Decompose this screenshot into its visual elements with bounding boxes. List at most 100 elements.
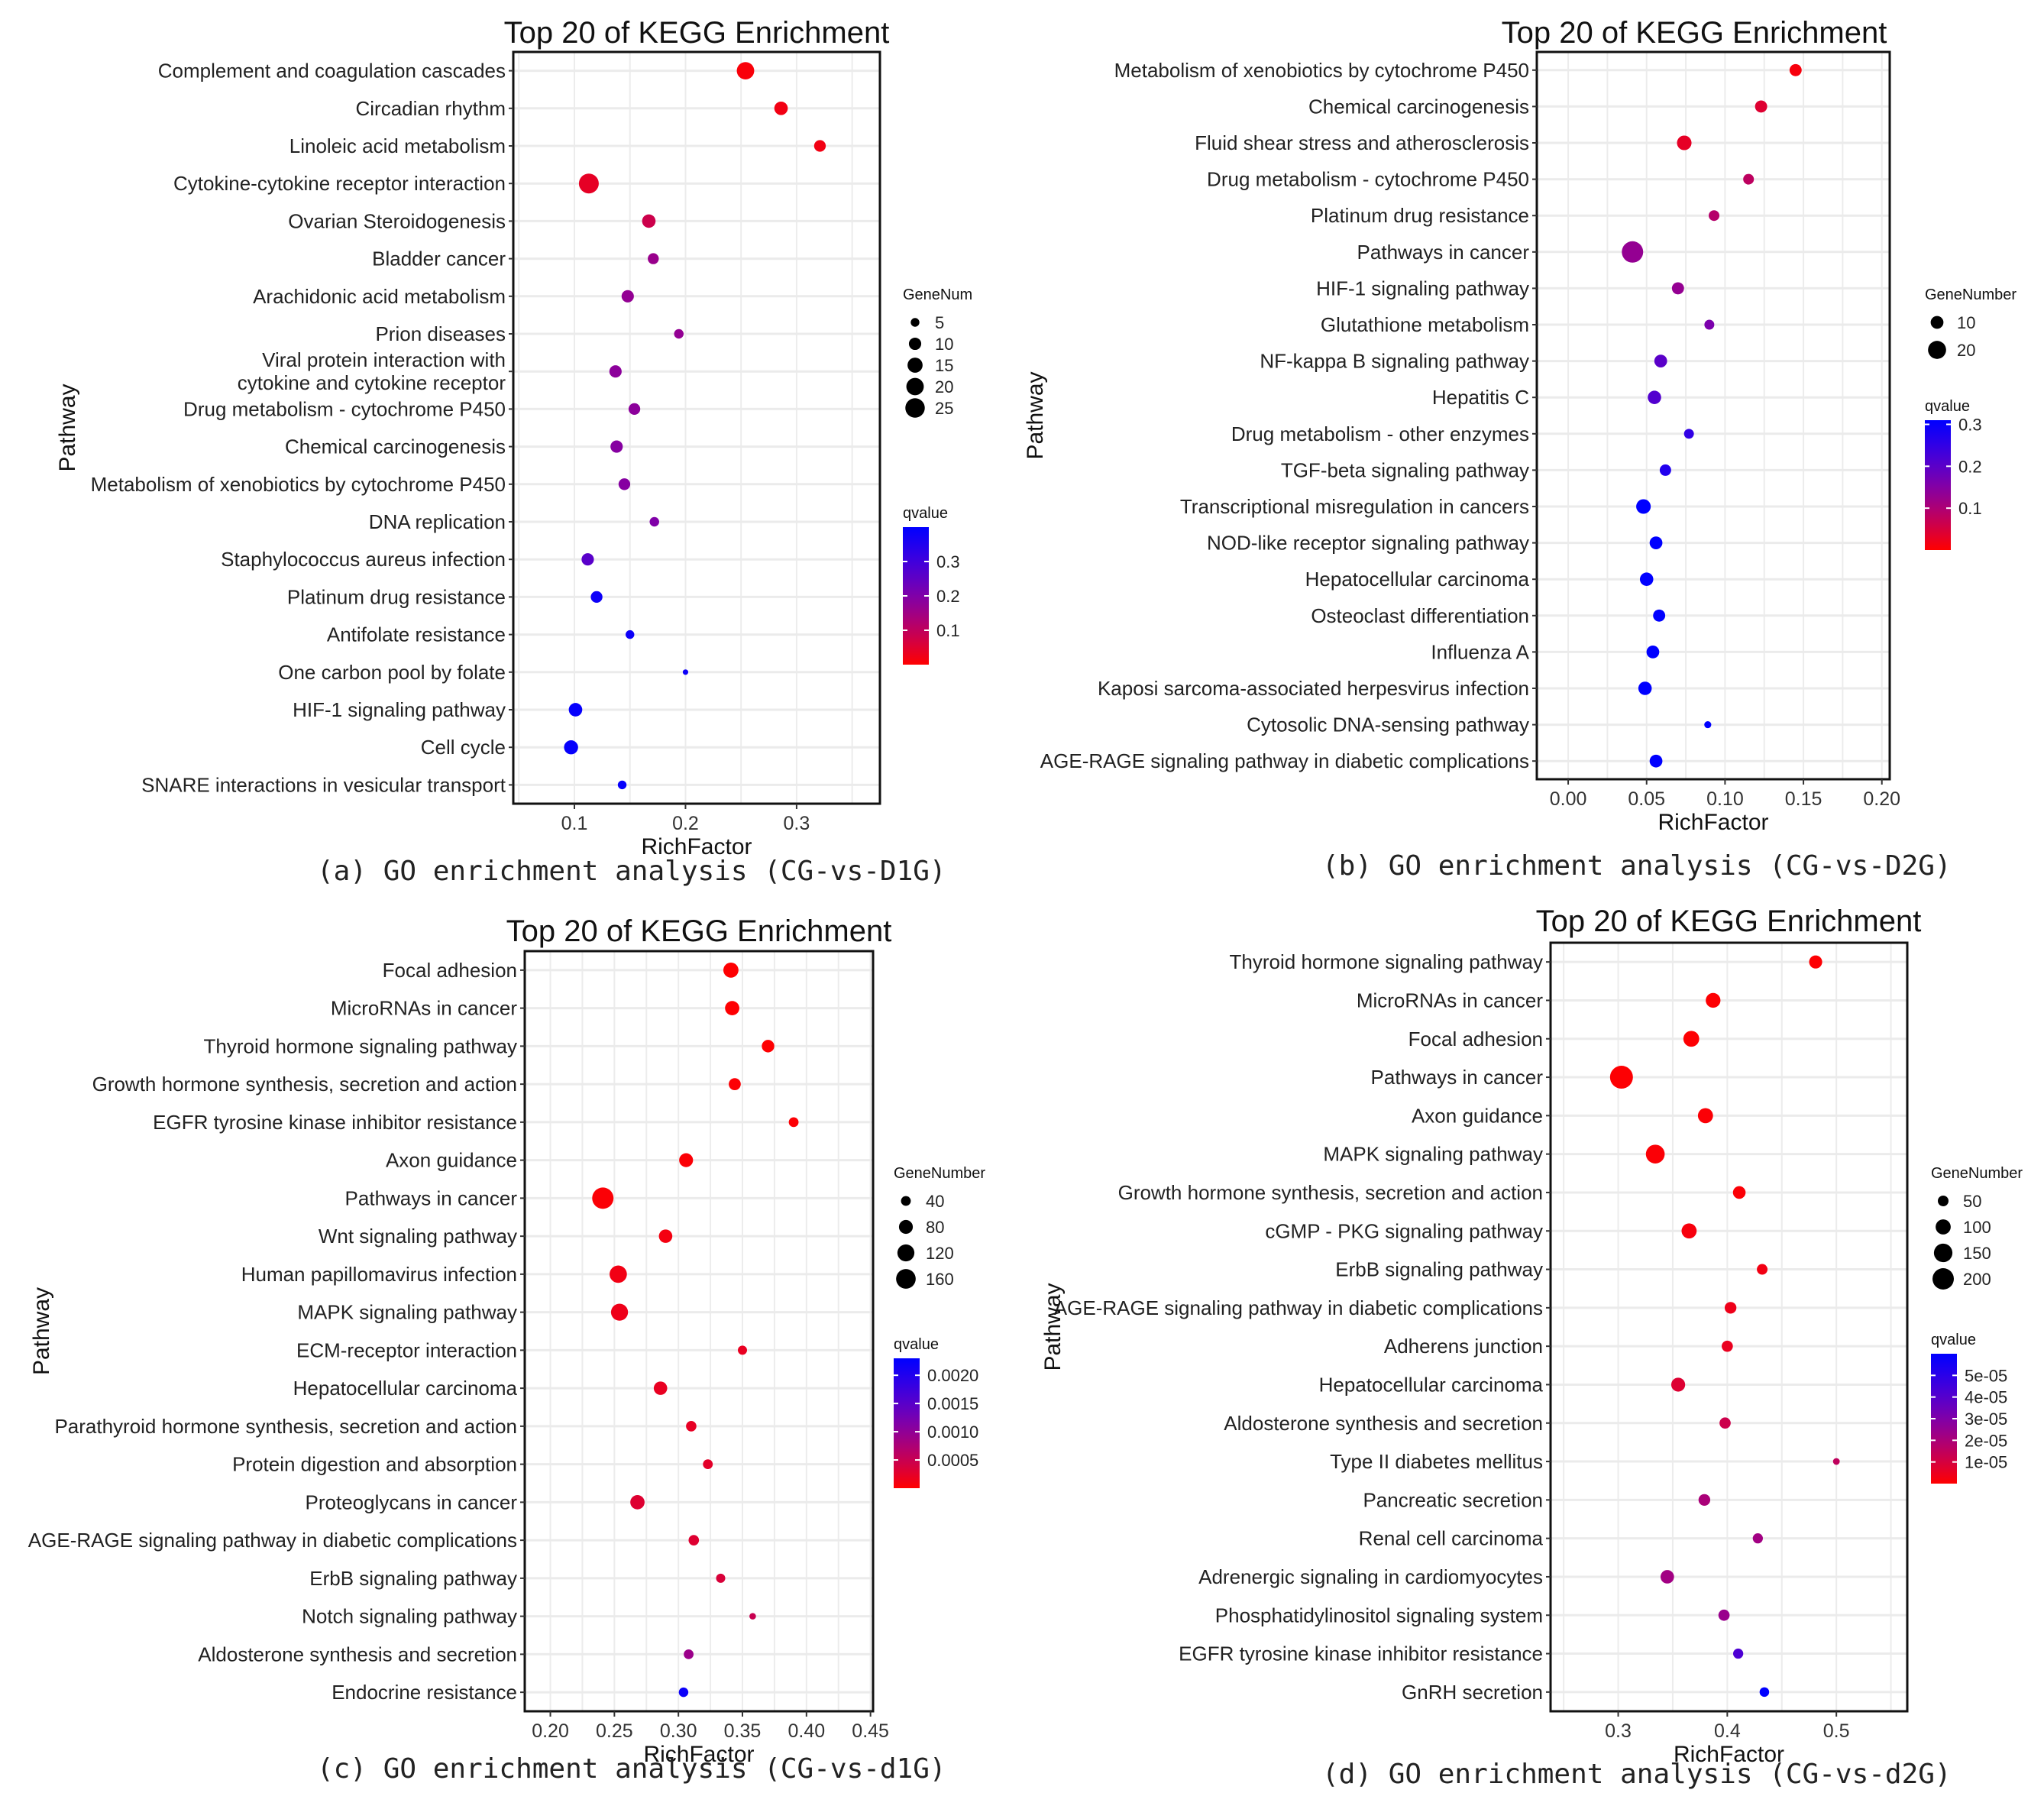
data-point	[649, 516, 659, 527]
plot-border	[512, 50, 881, 805]
color-legend-label: 4e-05	[1965, 1388, 2007, 1407]
y-tick-label-line: Pathways in cancer	[345, 1186, 518, 1209]
y-tick-label: Pathways in cancer	[1371, 1066, 1544, 1089]
data-point	[592, 1187, 614, 1209]
color-legend-label: 0.1	[936, 621, 960, 640]
y-tick-label: Pathways in cancer	[1357, 241, 1530, 264]
y-tick-label-line: Hepatocellular carcinoma	[293, 1377, 518, 1400]
chart-title: Top 20 of KEGG Enrichment	[504, 16, 890, 50]
y-tick-label-line: EGFR tyrosine kinase inhibitor resistanc…	[1179, 1643, 1543, 1665]
x-tick-label: 0.25	[596, 1720, 633, 1742]
y-tick-label: Phosphatidylinositol signaling system	[1215, 1604, 1543, 1626]
data-point	[723, 962, 739, 978]
y-tick-label: Adrenergic signaling in cardiomyocytes	[1198, 1565, 1543, 1588]
color-legend-bar	[894, 1358, 920, 1488]
plot-border	[1535, 50, 1891, 781]
x-tick-label: 0.30	[660, 1720, 697, 1742]
y-tick-label-line: Transcriptional misregulation in cancers	[1180, 495, 1529, 518]
data-point	[1646, 646, 1660, 659]
y-tick-label-line: cGMP - PKG signaling pathway	[1265, 1219, 1543, 1242]
chart-title: Top 20 of KEGG Enrichment	[1536, 905, 1922, 938]
color-legend-title: qvalue	[1931, 1332, 1976, 1348]
y-tick-label-line: AGE-RAGE signaling pathway in diabetic c…	[1054, 1296, 1543, 1319]
y-tick-label-line: Type II diabetes mellitus	[1330, 1450, 1543, 1473]
size-legend-key	[1933, 1243, 1953, 1263]
y-tick-label: DNA replication	[369, 510, 506, 533]
y-tick-label-line: Hepatocellular carcinoma	[1319, 1373, 1544, 1396]
y-tick-label: Chemical carcinogenesis	[285, 435, 506, 458]
y-tick-label: NF-kappa B signaling pathway	[1260, 350, 1529, 373]
y-tick-label-line: Circadian rhythm	[355, 97, 506, 120]
y-tick-label-line: Cytokine-cytokine receptor interaction	[173, 172, 506, 195]
size-legend-key	[910, 318, 920, 327]
y-tick-label: AGE-RAGE signaling pathway in diabetic c…	[1040, 749, 1529, 772]
y-tick-label-line: HIF-1 signaling pathway	[1316, 277, 1529, 299]
y-tick-label: Kaposi sarcoma-associated herpesvirus in…	[1098, 677, 1529, 700]
data-point	[626, 630, 635, 639]
size-legend-label: 5	[935, 313, 944, 332]
y-tick-label: EGFR tyrosine kinase inhibitor resistanc…	[153, 1111, 517, 1134]
color-legend-label: 3e-05	[1965, 1410, 2007, 1429]
caption-b: (b) GO enrichment analysis (CG-vs-D2G)	[1322, 850, 1952, 882]
y-tick-label-line: ECM-receptor interaction	[296, 1338, 517, 1361]
color-legend-label: 0.1	[1958, 499, 1982, 518]
y-tick-label: Linoleic acid metabolism	[289, 134, 506, 157]
y-tick-label-line: AGE-RAGE signaling pathway in diabetic c…	[28, 1529, 517, 1552]
y-tick-label: Chemical carcinogenesis	[1308, 95, 1529, 118]
y-tick-label: Thyroid hormone signaling pathway	[204, 1034, 517, 1057]
y-tick-label: Hepatitis C	[1432, 386, 1529, 409]
y-tick-label: Axon guidance	[1412, 1104, 1543, 1127]
data-point	[1706, 992, 1721, 1008]
data-point	[1649, 754, 1663, 768]
y-tick-label-line: Metabolism of xenobiotics by cytochrome …	[91, 473, 506, 496]
chart-svg-a: Top 20 of KEGG Enrichment Complement and …	[55, 16, 972, 859]
color-legend-label: 0.0020	[927, 1366, 978, 1385]
y-axis-title: Pathway	[1023, 371, 1048, 459]
y-tick-label: Proteoglycans in cancer	[306, 1490, 518, 1513]
y-tick-label: AGE-RAGE signaling pathway in diabetic c…	[1054, 1296, 1543, 1319]
y-tick-label-line: Arachidonic acid metabolism	[253, 285, 506, 308]
y-tick-label-line: Staphylococcus aureus infection	[221, 548, 506, 571]
y-tick-label: Human papillomavirus infection	[241, 1263, 517, 1286]
y-tick-label-line: One carbon pool by folate	[278, 661, 506, 684]
data-point	[1636, 499, 1651, 514]
y-tick-label: Adherens junction	[1384, 1335, 1543, 1358]
x-tick-label: 0.4	[1714, 1720, 1741, 1742]
y-tick-label-line: Adrenergic signaling in cardiomyocytes	[1198, 1565, 1543, 1588]
data-point	[610, 1265, 627, 1283]
y-tick-label-line: Growth hormone synthesis, secretion and …	[92, 1073, 517, 1096]
size-legend-label: 20	[935, 377, 953, 396]
y-tick-label: Type II diabetes mellitus	[1330, 1450, 1543, 1473]
size-legend-key	[901, 1196, 911, 1206]
data-point	[1724, 1302, 1737, 1314]
color-legend-label: 2e-05	[1965, 1431, 2007, 1450]
data-point	[1659, 464, 1671, 476]
size-legend-key	[1936, 1219, 1951, 1235]
data-point	[609, 365, 622, 378]
y-tick-label-line: Complement and coagulation cascades	[158, 60, 506, 83]
y-tick-label: Endocrine resistance	[332, 1681, 517, 1704]
data-point	[1832, 1458, 1840, 1465]
y-tick-label: Circadian rhythm	[355, 97, 506, 120]
y-tick-label: Transcriptional misregulation in cancers	[1180, 495, 1529, 518]
x-axis-title: RichFactor	[643, 1742, 754, 1767]
y-tick-label-line: Phosphatidylinositol signaling system	[1215, 1604, 1543, 1626]
size-legend-label: 50	[1963, 1192, 1981, 1211]
data-point	[1718, 1609, 1730, 1621]
y-tick-label-line: Protein digestion and absorption	[232, 1453, 517, 1476]
y-tick-label: Hepatocellular carcinoma	[293, 1377, 518, 1400]
y-tick-label-line: Hepatitis C	[1432, 386, 1529, 409]
y-tick-label: Drug metabolism - cytochrome P450	[1207, 168, 1529, 191]
data-point	[729, 1078, 741, 1090]
size-legend-label: 20	[1957, 341, 1975, 360]
y-tick-label-line: Axon guidance	[386, 1149, 517, 1172]
y-tick-label: Pancreatic secretion	[1363, 1488, 1543, 1511]
data-point	[737, 1345, 748, 1355]
size-legend-key	[908, 337, 922, 351]
y-tick-label-line: Drug metabolism - cytochrome P450	[1207, 168, 1529, 191]
y-tick-label: ErbB signaling pathway	[1335, 1258, 1543, 1281]
y-tick-label: Hepatocellular carcinoma	[1319, 1373, 1544, 1396]
data-point	[686, 1421, 697, 1432]
chart-title: Top 20 of KEGG Enrichment	[506, 914, 892, 948]
y-tick-label-line: GnRH secretion	[1402, 1681, 1543, 1704]
